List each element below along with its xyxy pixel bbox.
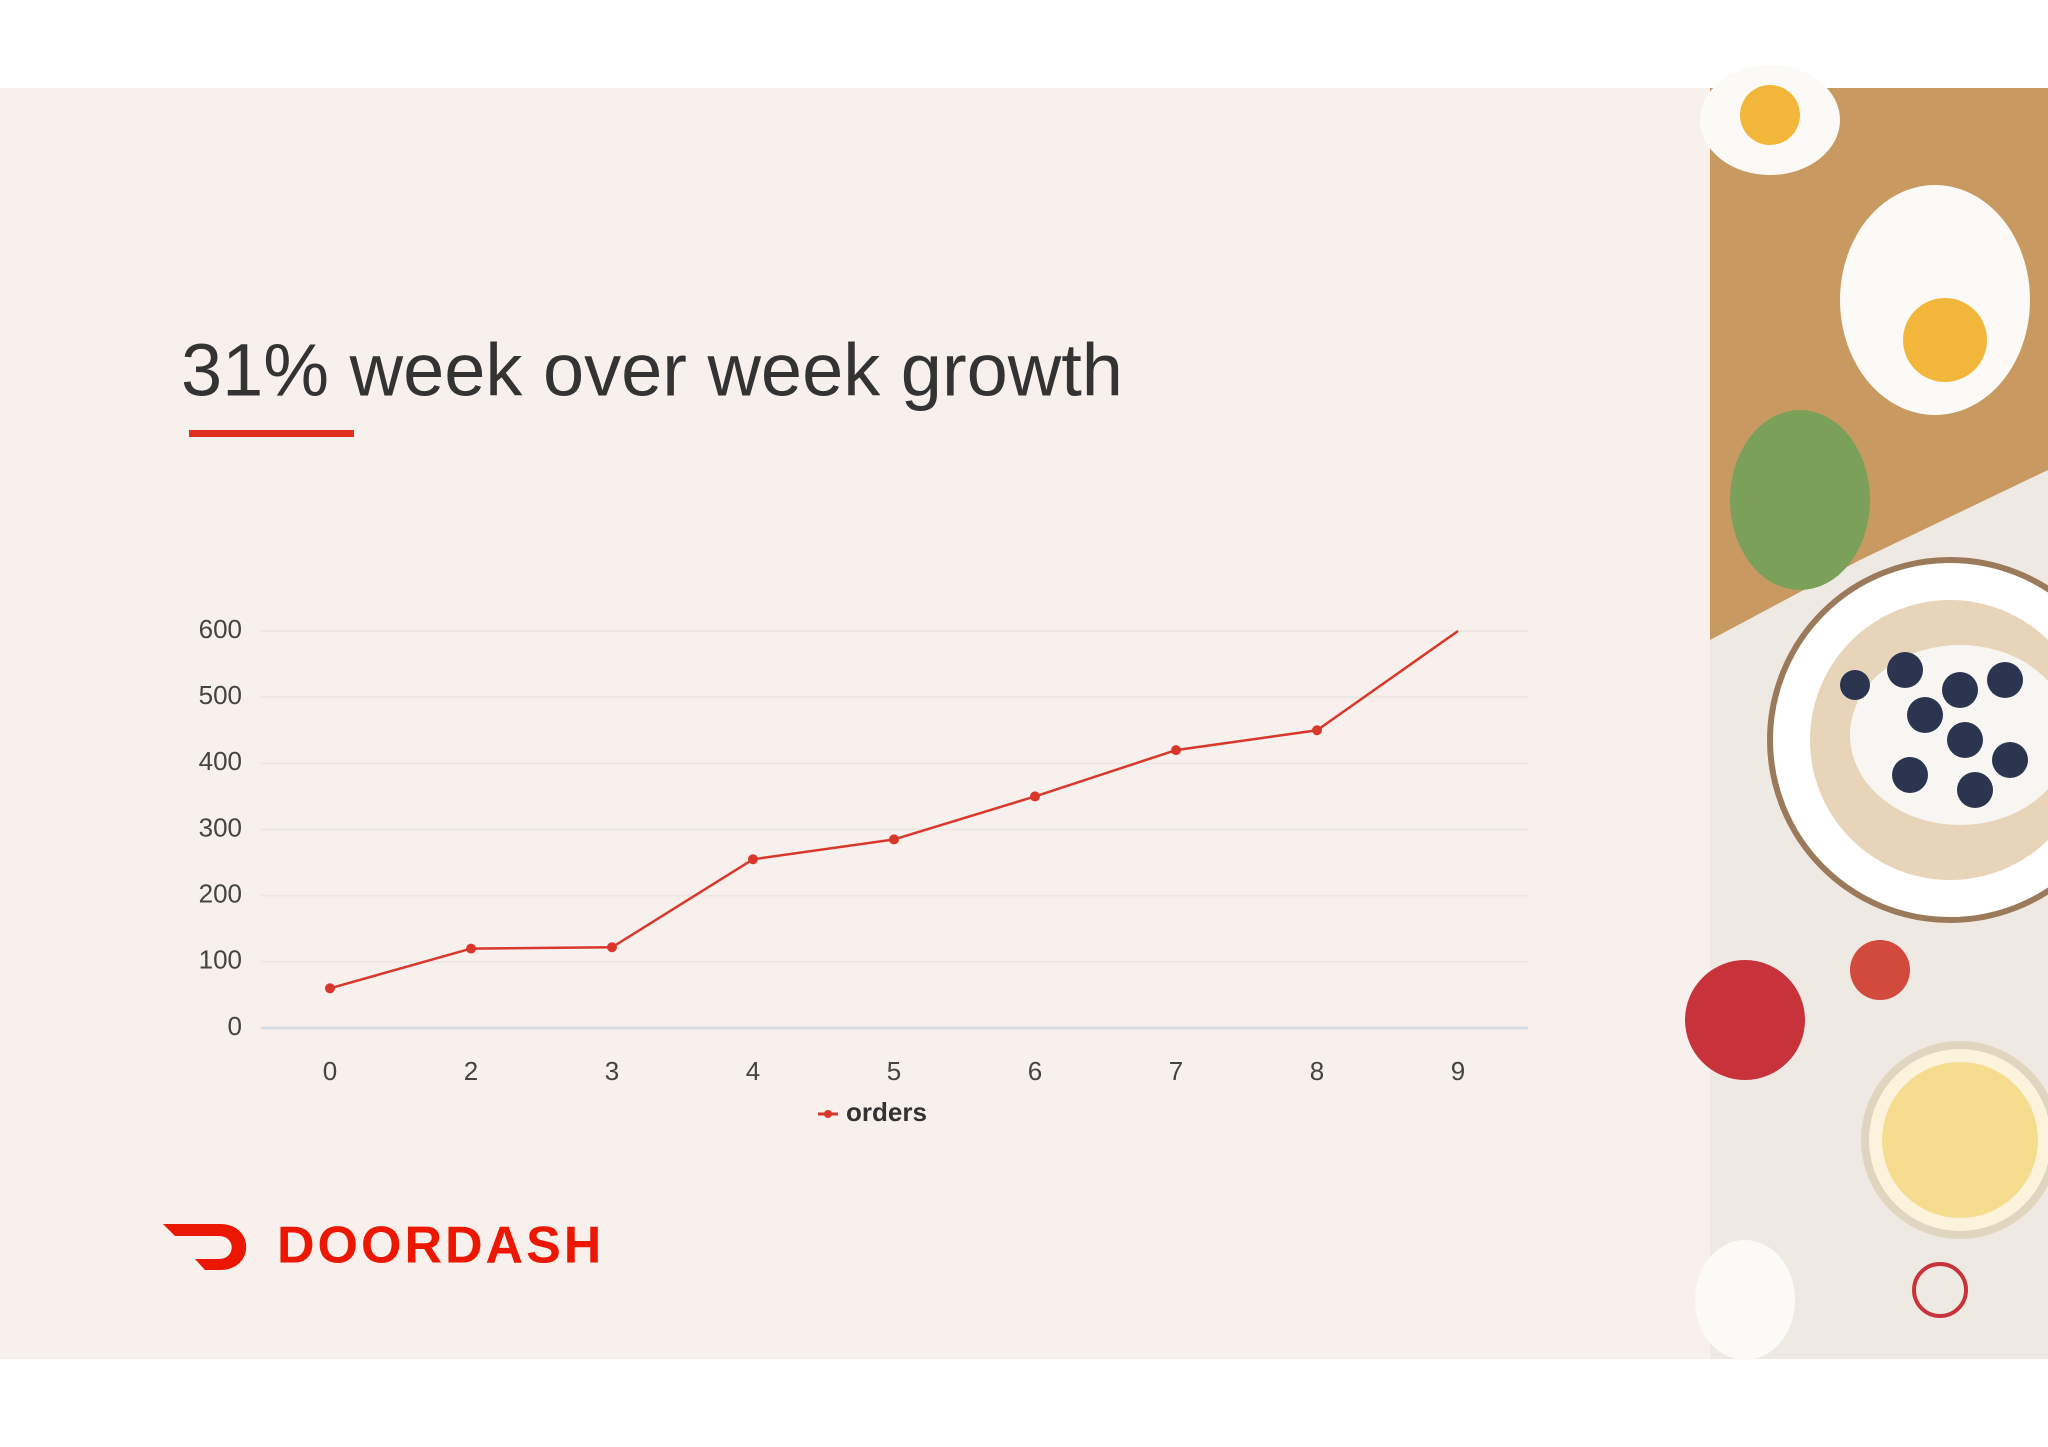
legend-label: orders bbox=[846, 1097, 927, 1127]
y-tick-label: 200 bbox=[199, 879, 242, 909]
y-tick-label: 100 bbox=[199, 945, 242, 975]
logo: DOORDASH bbox=[163, 1217, 604, 1275]
data-point bbox=[1030, 791, 1040, 802]
data-point bbox=[607, 942, 617, 953]
x-tick-label: 3 bbox=[605, 1056, 619, 1086]
slide-background bbox=[0, 88, 1710, 1359]
data-point bbox=[1312, 725, 1322, 736]
food-photo bbox=[1685, 65, 2048, 1360]
x-tick-label: 6 bbox=[1028, 1056, 1042, 1086]
x-tick-label: 9 bbox=[1451, 1056, 1465, 1086]
x-tick-label: 0 bbox=[323, 1056, 337, 1086]
data-point bbox=[466, 943, 476, 954]
y-tick-label: 500 bbox=[199, 680, 242, 710]
title-underline bbox=[189, 430, 354, 437]
legend-marker bbox=[824, 1110, 832, 1118]
y-tick-label: 600 bbox=[199, 614, 242, 644]
y-tick-label: 300 bbox=[199, 812, 242, 842]
x-tick-label: 2 bbox=[464, 1056, 478, 1086]
data-point bbox=[889, 834, 899, 845]
x-tick-label: 7 bbox=[1169, 1056, 1183, 1086]
data-point bbox=[1171, 745, 1181, 756]
data-point bbox=[325, 983, 335, 994]
x-tick-label: 4 bbox=[746, 1056, 760, 1086]
y-tick-label: 0 bbox=[228, 1011, 242, 1041]
data-point bbox=[748, 854, 758, 865]
chart-title: 31% week over week growth bbox=[181, 329, 1123, 412]
x-tick-label: 5 bbox=[887, 1056, 901, 1086]
x-tick-label: 8 bbox=[1310, 1056, 1324, 1086]
logo-text: DOORDASH bbox=[277, 1217, 604, 1275]
y-tick-label: 400 bbox=[199, 746, 242, 776]
